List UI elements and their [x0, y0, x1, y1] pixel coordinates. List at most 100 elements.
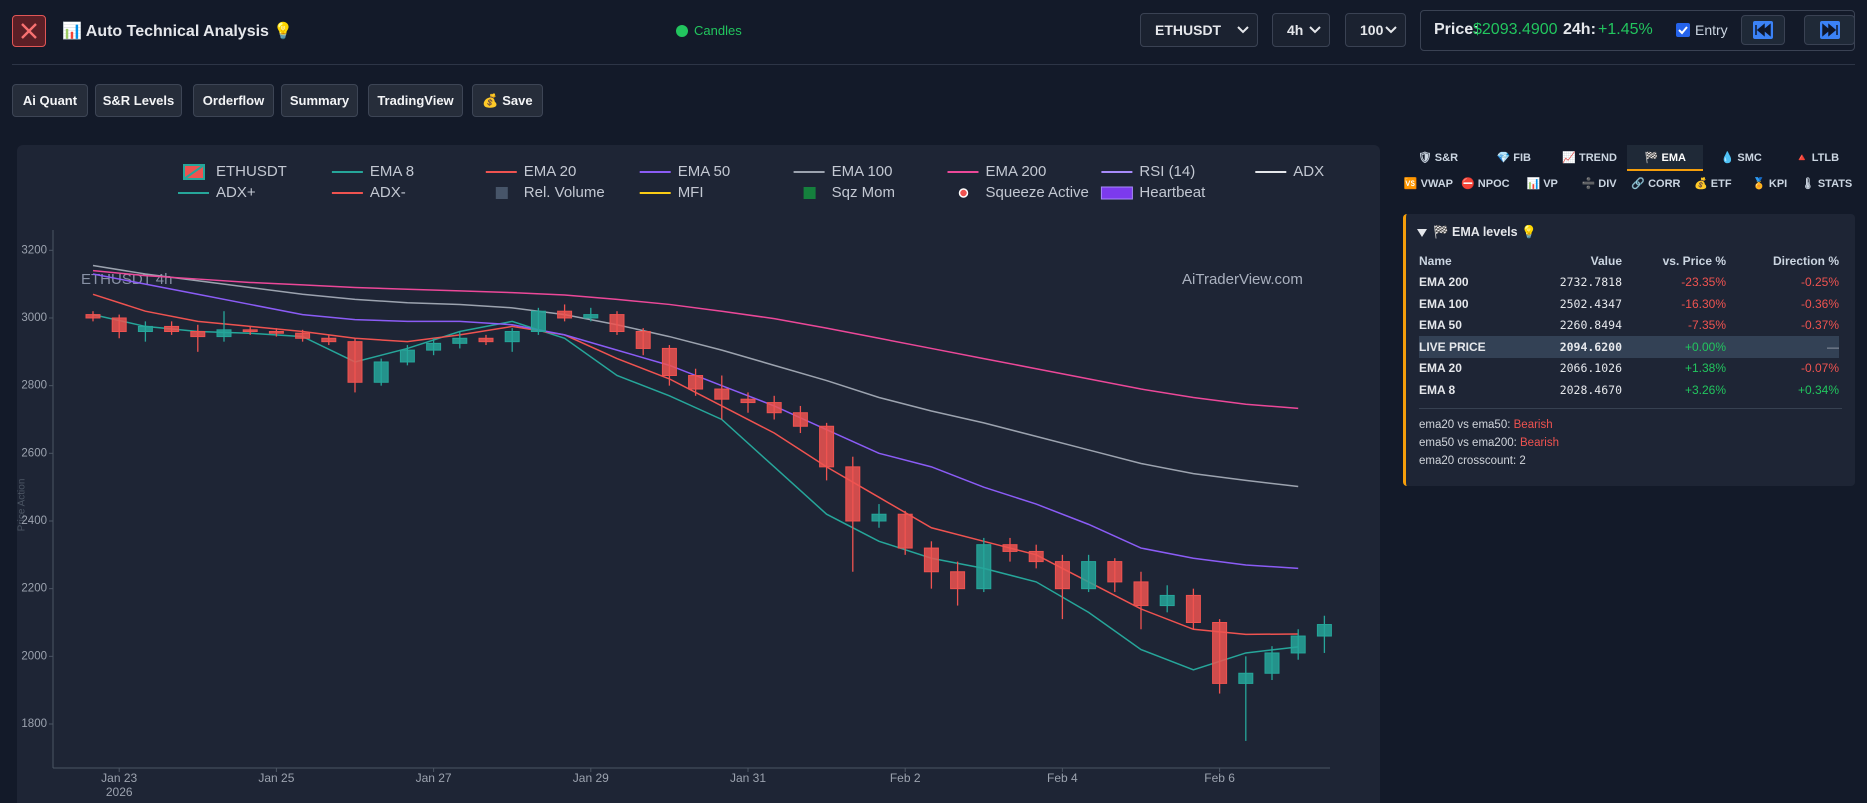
ema-row: EMA 50 2260.8494 -7.35% -0.37%: [1419, 315, 1839, 337]
y-tick-label: 2000: [21, 650, 47, 662]
candle-body: [399, 349, 415, 363]
candle-body: [295, 332, 311, 339]
limit-select[interactable]: 100: [1345, 13, 1406, 47]
x-tick-label: Jan 29: [573, 771, 609, 785]
y-tick-label: 2600: [21, 447, 47, 459]
candle-body: [1238, 672, 1254, 684]
chevron: [1309, 26, 1321, 34]
tab[interactable]: 📊 VP: [1526, 178, 1558, 190]
note: ema20 crosscount: 2: [1419, 455, 1526, 467]
chevron: [1237, 26, 1249, 34]
row-direction: -0.37%: [1800, 318, 1839, 333]
candle-body: [635, 331, 651, 349]
row-value: 2094.6200: [1559, 339, 1622, 354]
symbol-select[interactable]: ETHUSDT: [1140, 13, 1258, 47]
candle-body: [1081, 561, 1097, 590]
collapse-icon[interactable]: [1416, 228, 1428, 238]
table-header: Name Value vs. Price % Direction %: [1419, 250, 1839, 272]
candle-body: [1028, 550, 1044, 563]
tab[interactable]: 📈 TREND: [1562, 152, 1617, 164]
column-header: Direction %: [1772, 253, 1839, 268]
row-value: 2260.8494: [1559, 318, 1622, 333]
tab[interactable]: 💰 ETF: [1694, 178, 1732, 190]
note: ema50 vs ema200: Bearish: [1419, 437, 1559, 449]
candle-body: [452, 337, 468, 344]
column-header: vs. Price %: [1662, 253, 1726, 268]
entry-label: Entry: [1695, 22, 1728, 38]
candle-body: [923, 547, 939, 573]
y-tick-label: 2200: [21, 583, 47, 595]
x-tick-label: Feb 6: [1204, 771, 1235, 785]
ema-row: EMA 100 2502.4347 -16.30% -0.36%: [1419, 293, 1839, 315]
candle-body: [347, 341, 363, 383]
candle-body: [557, 310, 573, 319]
row-vs-price: -16.30%: [1681, 296, 1726, 311]
candle-body: [216, 329, 232, 338]
limit: 100: [1360, 22, 1384, 38]
legend-label: Sqz Mom: [832, 184, 895, 201]
toolbar-button[interactable]: TradingView: [368, 84, 463, 117]
candle-body: [190, 331, 206, 338]
candle-body: [321, 337, 337, 343]
toolbar-button[interactable]: 💰 Save: [472, 84, 543, 117]
check: [1678, 26, 1688, 35]
legend-label: EMA 8: [370, 163, 414, 180]
prev-button[interactable]: [1741, 15, 1785, 45]
legend-label: Heartbeat: [1139, 184, 1206, 201]
next-button[interactable]: [1804, 15, 1855, 45]
tabs-row-1: 🛡 S&R 💎 FIB 📈 TREND 🏁 EMA 💧 SMC 🔺 LTLB: [1400, 145, 1855, 171]
toolbar-button[interactable]: Ai Quant: [12, 84, 88, 117]
candle-body: [976, 544, 992, 590]
tab[interactable]: 🔺 LTLB: [1795, 152, 1840, 164]
candle-body: [242, 329, 258, 333]
row-direction: -0.36%: [1800, 296, 1839, 311]
tab[interactable]: 🆚 VWAP: [1403, 178, 1454, 190]
note: ema20 vs ema50: Bearish: [1419, 419, 1553, 431]
legend-label: ADX+: [216, 184, 256, 201]
tab[interactable]: ⛔ NPOC: [1461, 178, 1510, 190]
candle-body: [111, 317, 127, 333]
timeframe-select[interactable]: 4h: [1272, 13, 1330, 47]
tab[interactable]: 🏁 EMA: [1627, 145, 1704, 171]
row-value: 2732.7818: [1559, 275, 1622, 290]
tab[interactable]: 🛡 S&R: [1417, 152, 1459, 164]
close-button[interactable]: [12, 15, 46, 47]
legend-symbol: [803, 187, 816, 199]
legend-label: EMA 50: [678, 163, 731, 180]
candle-body: [1159, 594, 1175, 607]
row-vs-price: -7.35%: [1687, 318, 1726, 333]
toolbar-button[interactable]: Orderflow: [193, 84, 274, 117]
note-value: Bearish: [1513, 419, 1553, 431]
candle-body: [740, 398, 756, 404]
row-vs-price: -23.35%: [1681, 275, 1726, 290]
row-name: EMA 20: [1419, 361, 1462, 376]
chart: ETHUSDT 4h AiTraderView.com Price Action…: [17, 145, 1380, 803]
tab[interactable]: 🏅 KPI: [1752, 178, 1788, 190]
tab[interactable]: 🌡 STATS: [1800, 178, 1853, 190]
toolbar-button[interactable]: Summary: [281, 84, 358, 117]
ema-row: EMA 200 2732.7818 -23.35% -0.25%: [1419, 272, 1839, 294]
tab[interactable]: 💧 SMC: [1720, 152, 1762, 164]
row-name: EMA 8: [1419, 382, 1456, 397]
tab[interactable]: ➗ DIV: [1581, 178, 1617, 190]
row-direction: -0.25%: [1800, 275, 1839, 290]
candle-body: [1264, 652, 1280, 674]
column-header: Value: [1590, 253, 1622, 268]
note-value: 2: [1519, 455, 1526, 467]
legend-label: Squeeze Active: [986, 184, 1089, 201]
chart-panel: [17, 145, 1380, 803]
toolbar-button[interactable]: S&R Levels: [95, 84, 182, 117]
app-title: 📊 Auto Technical Analysis 💡: [62, 23, 294, 40]
y-tick-label: 1800: [21, 718, 47, 730]
row-direction: +0.34%: [1797, 382, 1839, 397]
price: $2093.4900: [1473, 21, 1558, 38]
candle-body: [871, 513, 887, 522]
change: +1.45%: [1598, 21, 1653, 38]
tab[interactable]: 💎 FIB: [1496, 152, 1531, 164]
candle-body: [478, 337, 494, 343]
y-tick-label: 2400: [21, 515, 47, 527]
timeframe: 4h: [1287, 22, 1304, 38]
tab[interactable]: 🔗 CORR: [1631, 178, 1681, 190]
entry-checkbox[interactable]: [1676, 23, 1690, 37]
